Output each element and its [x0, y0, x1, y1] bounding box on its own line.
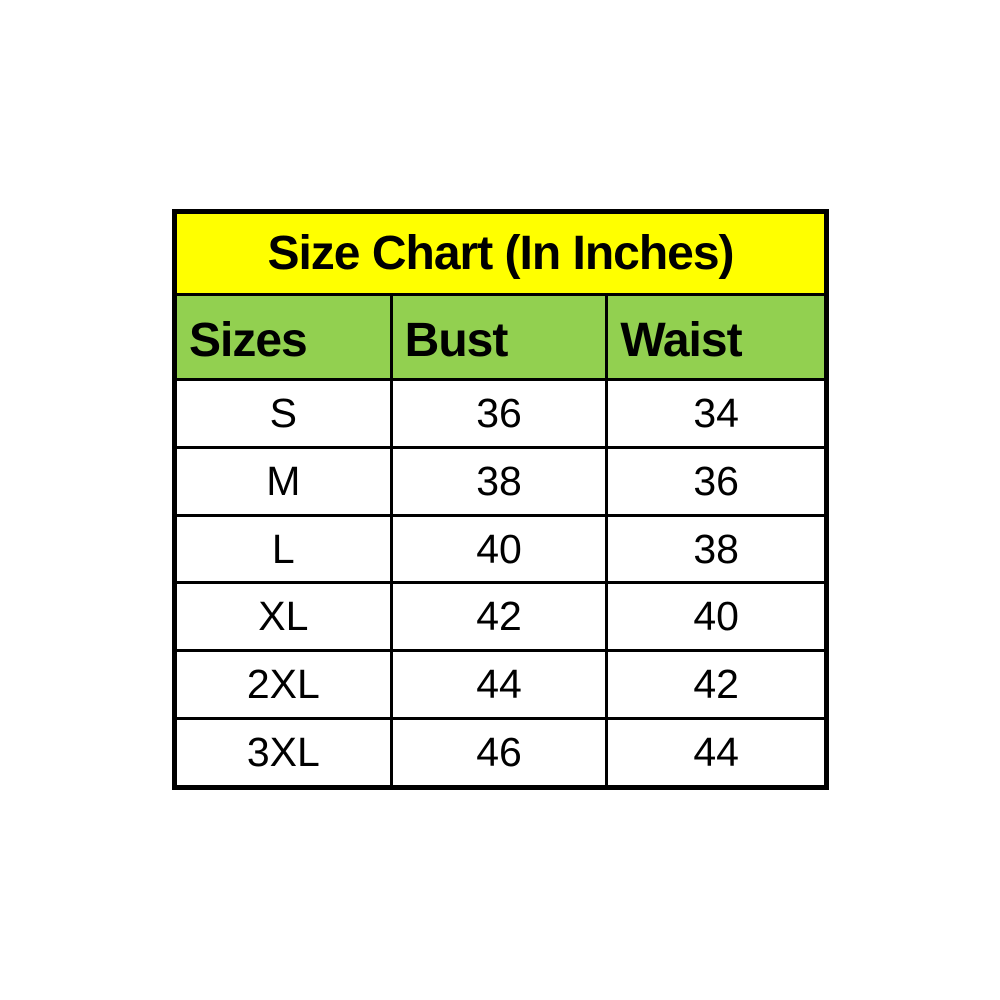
table-row-m: M 38 36: [177, 448, 824, 517]
cell-size-label: L: [177, 516, 393, 582]
cell-size-label: 2XL: [177, 652, 393, 718]
header-cell-waist: Waist: [620, 313, 742, 367]
cell-size-label: XL: [177, 584, 393, 650]
table-row-xl: XL 42 40: [177, 584, 824, 653]
cell-bust-value: 44: [393, 652, 609, 718]
cell-bust-value: 46: [393, 720, 609, 785]
cell-waist-value: 36: [693, 457, 739, 504]
cell-size-label: S: [177, 381, 393, 446]
table-row-2xl: 2XL 44 42: [177, 652, 824, 721]
size-chart-table: Size Chart (In Inches) Sizes Bust Waist …: [172, 209, 829, 790]
cell-waist-value: 38: [693, 525, 739, 572]
cell-bust-value: 40: [393, 516, 609, 582]
cell-waist-value: 34: [693, 389, 739, 436]
header-cell-sizes: Sizes: [177, 296, 393, 378]
cell-bust-value: 36: [393, 381, 609, 446]
header-cell-bust: Bust: [393, 296, 609, 378]
cell-size-label: 3XL: [177, 720, 393, 785]
cell-bust-value: 42: [393, 584, 609, 650]
cell-size-label: M: [177, 448, 393, 514]
table-row-3xl: 3XL 46 44: [177, 720, 824, 785]
cell-waist-value: 42: [693, 661, 739, 708]
table-row-l: L 40 38: [177, 516, 824, 585]
table-header-row: Sizes Bust Waist: [177, 296, 824, 381]
size-chart-title: Size Chart (In Inches): [177, 214, 824, 296]
table-row-s: S 36 34: [177, 381, 824, 449]
cell-waist-value: 40: [693, 593, 739, 640]
cell-bust-value: 38: [393, 448, 609, 514]
cell-waist-value: 44: [693, 729, 739, 776]
